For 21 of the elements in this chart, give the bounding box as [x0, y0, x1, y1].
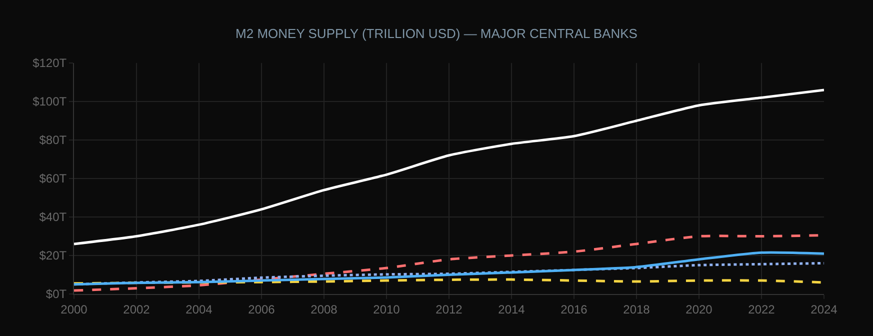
y-tick-label: $120T	[32, 56, 68, 70]
y-tick-label: $40T	[39, 210, 68, 224]
x-tick-label: 2014	[498, 302, 526, 316]
x-tick-label: 2020	[686, 302, 713, 316]
y-tick-label: $0T	[46, 287, 68, 302]
y-tick-label: $100T	[32, 94, 68, 109]
x-tick-label: 2018	[623, 302, 650, 316]
y-tick-label: $20T	[39, 248, 68, 263]
x-tick-label: 2024	[810, 302, 838, 316]
x-tick-label: 2000	[60, 302, 88, 316]
x-tick-label: 2022	[748, 302, 776, 316]
x-tick-label: 2006	[248, 302, 276, 316]
y-tick-label: $80T	[39, 133, 68, 148]
x-tick-label: 2010	[373, 302, 400, 316]
chart-title: M2 MONEY SUPPLY (TRILLION USD) — MAJOR CENTRAL BANKS	[236, 26, 638, 42]
x-tick-label: 2012	[436, 302, 463, 316]
x-tick-label: 2016	[560, 302, 588, 316]
x-tick-label: 2004	[186, 302, 213, 316]
x-tick-label: 2008	[310, 302, 338, 316]
x-tick-label: 2002	[123, 302, 150, 316]
y-tick-label: $60T	[39, 172, 68, 186]
